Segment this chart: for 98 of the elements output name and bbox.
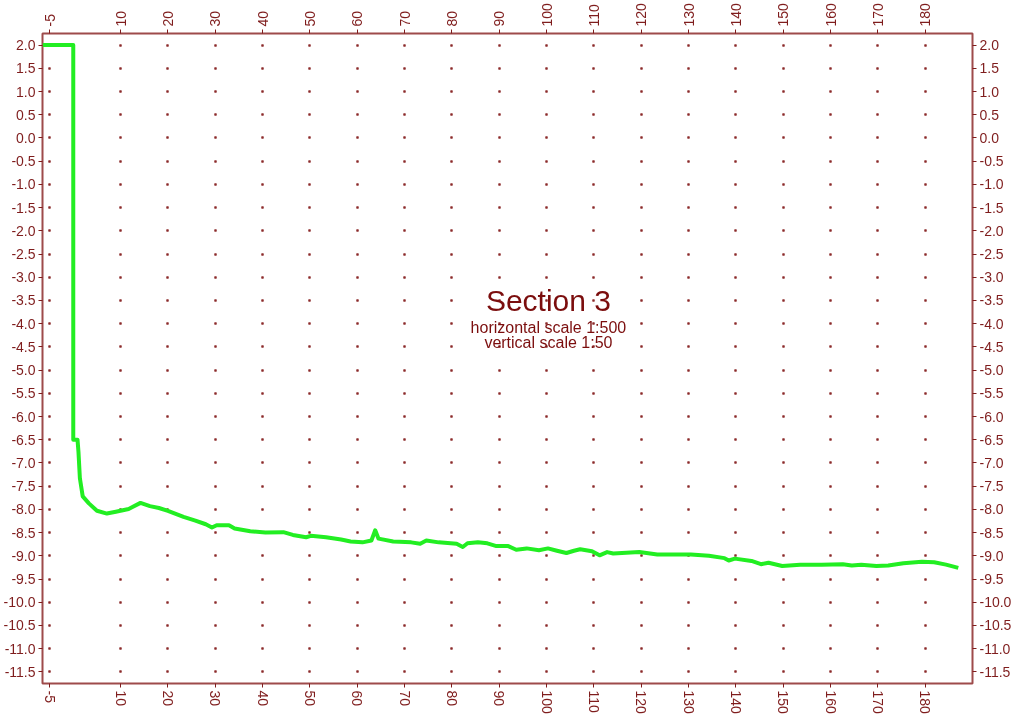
y2-tick-label: -2.5 bbox=[979, 246, 1004, 263]
y-tick-label: 1.0 bbox=[16, 83, 36, 100]
y2-tick-label: 1.5 bbox=[979, 60, 1000, 77]
y-tick-label: 0.5 bbox=[16, 106, 36, 123]
x-tick-label: 90 bbox=[491, 10, 508, 27]
y-tick-label: -3.5 bbox=[11, 292, 36, 309]
y2-tick-label: -1.5 bbox=[979, 199, 1004, 216]
x2-tick-label: 100 bbox=[538, 690, 555, 715]
y2-tick-label: -11.5 bbox=[979, 663, 1011, 680]
x2-tick-label: 90 bbox=[491, 690, 508, 707]
y-tick-label: -2.5 bbox=[11, 246, 36, 263]
x2-tick-label: 140 bbox=[727, 690, 744, 715]
y2-tick-label: -5.5 bbox=[979, 385, 1004, 402]
x-tick-label: 100 bbox=[538, 2, 555, 27]
y-tick-label: 1.5 bbox=[16, 60, 36, 77]
y2-tick-label: -3.5 bbox=[979, 292, 1004, 309]
x-tick-label: 120 bbox=[633, 2, 650, 27]
x2-tick-label: 80 bbox=[443, 690, 460, 707]
x-tick-label: 30 bbox=[207, 10, 224, 27]
x2-tick-label: 120 bbox=[633, 690, 650, 715]
x-tick-label: 40 bbox=[254, 10, 271, 27]
y-tick-label: -10.0 bbox=[3, 594, 36, 611]
y-tick-label: -1.5 bbox=[11, 199, 36, 216]
y-tick-label: -11.0 bbox=[4, 640, 36, 657]
annotation: vertical scale 1:50 bbox=[484, 333, 613, 351]
y-tick-label: -0.5 bbox=[11, 153, 36, 170]
text: horizontal scale 1:500 bbox=[470, 318, 627, 336]
x2-tick-label: 10 bbox=[112, 690, 129, 707]
x-tick-label: 10 bbox=[112, 10, 129, 27]
y-tick-label: -3.0 bbox=[11, 269, 36, 286]
line-series bbox=[42, 43, 961, 570]
y-tick-label: -5.0 bbox=[11, 362, 36, 379]
y2-tick-label: -4.0 bbox=[979, 315, 1004, 332]
x2-tick-label: 30 bbox=[207, 690, 224, 707]
y2-tick-label: 2.0 bbox=[979, 37, 1000, 54]
y-tick-label: -2.0 bbox=[11, 222, 36, 239]
y-tick-label: -11.5 bbox=[4, 663, 36, 680]
y2-tick-label: -9.5 bbox=[979, 571, 1004, 588]
x2-tick-label: 110 bbox=[585, 690, 602, 714]
y2-tick-label: -7.0 bbox=[979, 454, 1004, 471]
y-tick-label: -8.0 bbox=[11, 501, 36, 518]
y2-tick-label: -4.5 bbox=[979, 338, 1004, 355]
x-tick-label: 20 bbox=[159, 10, 176, 27]
x-tick-label: 110 bbox=[585, 3, 602, 27]
x2-tick-label: 170 bbox=[869, 690, 886, 715]
x-tick-label: 150 bbox=[775, 2, 792, 27]
y2-tick-label: -5.0 bbox=[979, 362, 1004, 379]
x2-tick-label: 150 bbox=[775, 690, 792, 715]
x2-tick-label: 160 bbox=[822, 690, 839, 715]
y-tick-label: -8.5 bbox=[11, 524, 36, 541]
y-tick-label: -5.5 bbox=[11, 385, 36, 402]
y-tick-label: -1.0 bbox=[11, 176, 36, 193]
y-tick-label: -4.0 bbox=[11, 315, 36, 332]
y-tick-label: -9.5 bbox=[11, 571, 36, 588]
y2-tick-label: -7.5 bbox=[979, 478, 1004, 495]
text: Section 3 bbox=[485, 283, 611, 317]
x2-tick-label: 50 bbox=[301, 690, 318, 707]
y-tick-label: -9.0 bbox=[11, 547, 36, 564]
x2-tick-label: 40 bbox=[254, 690, 271, 707]
y2-tick-label: 0.5 bbox=[979, 106, 1000, 123]
y2-tick-label: -11.0 bbox=[979, 640, 1011, 657]
y2-tick-label: -0.5 bbox=[979, 153, 1004, 170]
y-tick-label: 0.0 bbox=[16, 129, 36, 146]
y2-tick-label: -8.5 bbox=[979, 524, 1004, 541]
x-tick-label: 140 bbox=[727, 2, 744, 27]
x-tick-label: 60 bbox=[349, 10, 366, 27]
x-tick-label: 180 bbox=[917, 2, 934, 27]
x-tick-label: 170 bbox=[869, 2, 886, 27]
y2-tick-label: -6.0 bbox=[979, 408, 1004, 425]
y-tick-label: -6.5 bbox=[11, 431, 36, 448]
y-tick-label: -4.5 bbox=[11, 338, 36, 355]
x-tick-label: 80 bbox=[443, 10, 460, 27]
x-tick-label: 160 bbox=[822, 2, 839, 27]
x-tick-label: 50 bbox=[301, 10, 318, 27]
x2-tick-label: 180 bbox=[917, 690, 934, 715]
x2-tick-label: 130 bbox=[680, 690, 697, 715]
x2-tick-label: 20 bbox=[159, 690, 176, 707]
y2-tick-label: -10.0 bbox=[979, 594, 1012, 611]
x-tick-label: 70 bbox=[396, 10, 413, 27]
x2-tick-label: 60 bbox=[349, 690, 366, 707]
y-tick-label: -7.0 bbox=[11, 454, 36, 471]
x-tick-label: -5 bbox=[41, 13, 58, 27]
x2-tick-label: -5 bbox=[41, 690, 58, 704]
x-tick-label: 130 bbox=[680, 2, 697, 27]
y2-tick-label: -10.5 bbox=[979, 617, 1012, 634]
x2-tick-label: 70 bbox=[396, 690, 413, 707]
y2-tick-label: -8.0 bbox=[979, 501, 1004, 518]
y2-tick-label: -6.5 bbox=[979, 431, 1004, 448]
y-tick-label: -7.5 bbox=[11, 478, 36, 495]
y2-tick-label: -3.0 bbox=[979, 269, 1004, 286]
y-tick-label: -10.5 bbox=[3, 617, 36, 634]
y2-tick-label: -2.0 bbox=[979, 222, 1004, 239]
y2-tick-label: 1.0 bbox=[979, 83, 1000, 100]
y2-tick-label: 0.0 bbox=[979, 129, 1000, 146]
y-tick-label: -6.0 bbox=[11, 408, 36, 425]
y2-tick-label: -9.0 bbox=[979, 547, 1004, 564]
y-tick-label: 2.0 bbox=[16, 37, 36, 54]
y2-tick-label: -1.0 bbox=[979, 176, 1004, 193]
